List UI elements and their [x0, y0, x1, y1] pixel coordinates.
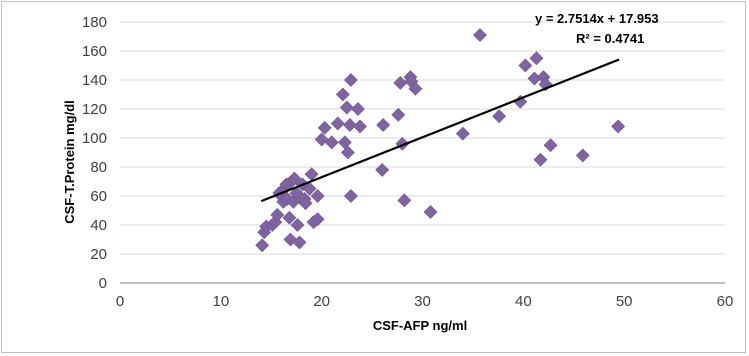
data-point — [397, 193, 412, 208]
data-point — [376, 118, 391, 132]
data-point — [473, 28, 487, 42]
x-tick-label: 60 — [717, 293, 734, 310]
x-tick-label: 30 — [414, 293, 431, 310]
data-point — [302, 181, 317, 196]
data-point — [310, 189, 325, 203]
data-point — [342, 118, 357, 132]
r-squared-label: R² = 0.4741 — [576, 31, 644, 46]
data-point — [543, 138, 558, 153]
data-point — [298, 196, 313, 211]
data-points — [255, 28, 626, 253]
data-point — [575, 148, 590, 163]
data-point — [282, 210, 297, 225]
x-tick-labels: 0 10 20 30 40 50 60 — [116, 293, 734, 310]
data-point — [391, 107, 406, 122]
data-point — [290, 218, 305, 232]
data-point — [375, 162, 390, 177]
data-point — [408, 81, 423, 96]
x-tick-label: 10 — [212, 293, 229, 310]
data-point — [518, 58, 533, 73]
data-point — [343, 189, 358, 203]
y-tick-label: 120 — [82, 101, 107, 118]
data-point — [314, 132, 329, 147]
y-tick-label: 20 — [90, 246, 107, 263]
y-tick-label: 140 — [82, 72, 107, 89]
data-point — [287, 171, 302, 186]
data-point — [492, 109, 507, 124]
data-point — [353, 119, 367, 134]
data-point — [317, 120, 332, 135]
trendline — [260, 58, 620, 203]
data-point — [292, 235, 307, 250]
x-tick-label: 20 — [313, 293, 330, 310]
x-tick-label: 40 — [515, 293, 532, 310]
data-point — [340, 145, 355, 160]
data-point — [335, 87, 350, 102]
y-tick-label: 160 — [82, 43, 107, 60]
data-point — [423, 205, 438, 219]
y-tick-label: 100 — [82, 130, 107, 147]
grid-lines — [120, 21, 725, 255]
data-point — [351, 102, 365, 116]
data-point — [533, 152, 548, 167]
data-point — [393, 75, 408, 90]
y-tick-label: 40 — [90, 217, 107, 234]
y-tick-label: 180 — [82, 14, 107, 31]
data-point — [529, 51, 544, 66]
y-tick-label: 60 — [90, 188, 107, 205]
y-tick-label: 0 — [99, 275, 107, 292]
data-point — [611, 119, 626, 134]
data-point — [289, 186, 304, 201]
x-tick-label: 0 — [116, 293, 124, 310]
data-point — [343, 73, 358, 87]
data-point — [270, 207, 285, 222]
y-axis-title: CSF-T.Protein mg/dl — [62, 100, 77, 224]
data-point — [339, 100, 354, 115]
data-point — [255, 238, 270, 253]
x-tick-label: 50 — [616, 293, 633, 310]
data-point — [324, 135, 339, 150]
y-tick-label: 80 — [90, 159, 107, 176]
y-tick-labels: 0 20 40 60 80 100 120 140 160 180 — [82, 14, 107, 292]
data-point — [310, 212, 325, 227]
x-axis-title: CSF-AFP ng/ml — [373, 318, 467, 333]
data-point — [455, 126, 470, 141]
trendline-equation: y = 2.7514x + 17.953 — [535, 11, 659, 26]
data-point — [330, 116, 345, 131]
